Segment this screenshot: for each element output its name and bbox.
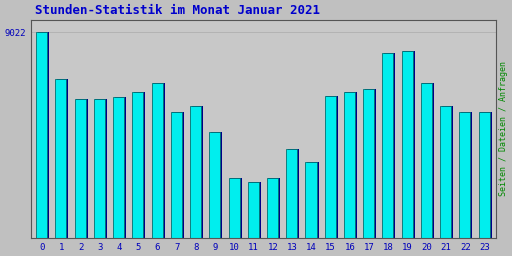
Bar [134, 92, 145, 256]
Bar [209, 132, 220, 256]
Bar [75, 99, 86, 256]
Bar [325, 96, 336, 256]
Bar [401, 51, 413, 256]
Bar [306, 162, 316, 256]
Bar [132, 92, 143, 256]
Bar [190, 106, 201, 256]
Bar [57, 79, 69, 256]
Bar [228, 178, 240, 256]
Bar [113, 98, 124, 256]
Bar [248, 182, 259, 256]
Bar [230, 178, 242, 256]
Bar [211, 132, 222, 256]
Bar [267, 178, 278, 256]
Bar [480, 112, 492, 256]
Bar [461, 112, 473, 256]
Bar [422, 82, 434, 256]
Bar [115, 98, 126, 256]
Bar [421, 82, 432, 256]
Bar [326, 96, 338, 256]
Bar [346, 92, 357, 256]
Bar [440, 106, 451, 256]
Bar [249, 182, 261, 256]
Bar [384, 53, 395, 256]
Bar [403, 51, 415, 256]
Bar [307, 162, 318, 256]
Bar [365, 89, 376, 256]
Text: Stunden-Statistik im Monat Januar 2021: Stunden-Statistik im Monat Januar 2021 [35, 4, 320, 17]
Bar [479, 112, 489, 256]
Bar [363, 89, 374, 256]
Bar [94, 99, 105, 256]
Bar [344, 92, 355, 256]
Bar [459, 112, 471, 256]
Bar [171, 112, 182, 256]
Bar [286, 149, 297, 256]
Bar [55, 79, 67, 256]
Bar [153, 82, 164, 256]
Bar [38, 32, 49, 256]
Bar [95, 99, 107, 256]
Bar [36, 32, 47, 256]
Bar [382, 53, 394, 256]
Bar [442, 106, 453, 256]
Bar [191, 106, 203, 256]
Bar [152, 82, 163, 256]
Bar [268, 178, 280, 256]
Bar [288, 149, 300, 256]
Bar [173, 112, 184, 256]
Y-axis label: Seiten / Dateien / Anfragen: Seiten / Dateien / Anfragen [499, 61, 508, 196]
Bar [76, 99, 88, 256]
